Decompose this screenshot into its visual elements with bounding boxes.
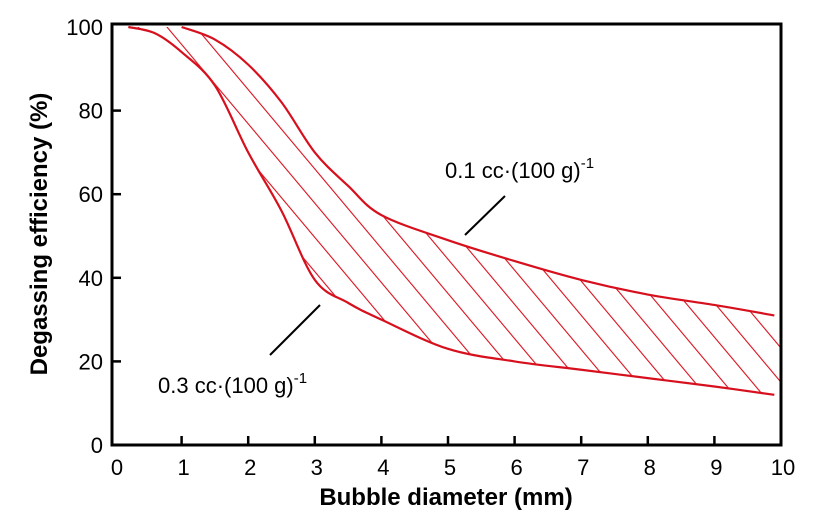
series-line-0.1cc <box>181 25 775 317</box>
plot-frame <box>110 22 783 447</box>
y-tick-label: 80 <box>79 99 103 124</box>
x-tick-label: 5 <box>444 455 456 480</box>
x-tick-label: 4 <box>377 455 389 480</box>
x-tick-label: 9 <box>710 455 722 480</box>
y-tick-label: 40 <box>79 266 103 291</box>
x-tick-label: 3 <box>311 455 323 480</box>
annotation-upper: 0.1 cc·(100 g)-1 <box>445 155 594 183</box>
x-tick-label: 1 <box>177 455 189 480</box>
series-line-0.3cc <box>128 25 775 396</box>
x-tick-label: 7 <box>577 455 589 480</box>
annotation-leader-lower <box>269 304 321 356</box>
x-tick-label: 8 <box>644 455 656 480</box>
x-axis-label: Bubble diameter (mm) <box>319 484 572 511</box>
x-tick-label: 6 <box>510 455 522 480</box>
y-tick-label: 100 <box>66 15 103 40</box>
y-tick-label: 0 <box>91 433 103 458</box>
x-tick-label: 10 <box>771 455 795 480</box>
annotation-leader-upper <box>464 195 506 236</box>
x-tick-label: 2 <box>244 455 256 480</box>
y-tick-label: 20 <box>79 349 103 374</box>
y-axis-label: Degassing efficiency (%) <box>26 93 53 376</box>
annotation-lower: 0.3 cc·(100 g)-1 <box>158 370 307 398</box>
hatched-band <box>128 27 781 395</box>
x-tick-label: 0 <box>111 455 123 480</box>
y-tick-label: 60 <box>79 182 103 207</box>
hatch-fill <box>128 27 781 395</box>
